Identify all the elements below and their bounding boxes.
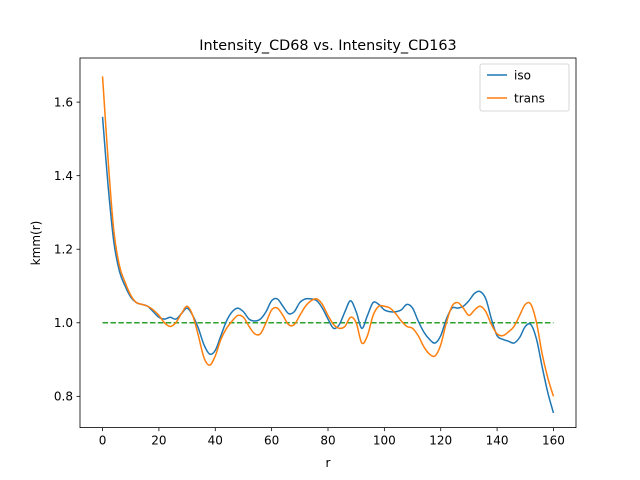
y-axis-label: kmm(r): [29, 221, 43, 266]
plot-area: [101, 76, 555, 414]
y-tick-label: 1.2: [54, 243, 73, 257]
y-tick-label: 0.8: [54, 390, 73, 404]
y-tick-label: 1.0: [54, 316, 73, 330]
x-tick-label: 120: [429, 434, 452, 448]
y-tick-label: 1.4: [54, 169, 73, 183]
x-tick-label: 20: [151, 434, 166, 448]
x-axis-label: r: [326, 456, 331, 470]
x-tick-label: 160: [542, 434, 565, 448]
x-tick-label: 40: [208, 434, 223, 448]
x-tick-label: 0: [99, 434, 107, 448]
legend-label-trans: trans: [514, 92, 545, 106]
y-axis-ticks: 0.8 1.0 1.2 1.4 1.6: [54, 95, 80, 404]
legend-label-iso: iso: [514, 69, 531, 83]
series-line-trans: [101, 76, 555, 397]
x-tick-label: 100: [373, 434, 396, 448]
x-tick-label: 60: [264, 434, 279, 448]
legend: iso trans: [479, 63, 570, 112]
y-tick-label: 1.6: [54, 95, 73, 109]
plot-frame: [79, 57, 577, 429]
x-axis-ticks: 0 20 40 60 80 100 120 140 160: [99, 427, 565, 448]
x-tick-label: 80: [320, 434, 335, 448]
chart-title: Intensity_CD68 vs. Intensity_CD163: [199, 38, 456, 54]
series-line-iso: [101, 116, 555, 414]
x-tick-label: 140: [486, 434, 509, 448]
